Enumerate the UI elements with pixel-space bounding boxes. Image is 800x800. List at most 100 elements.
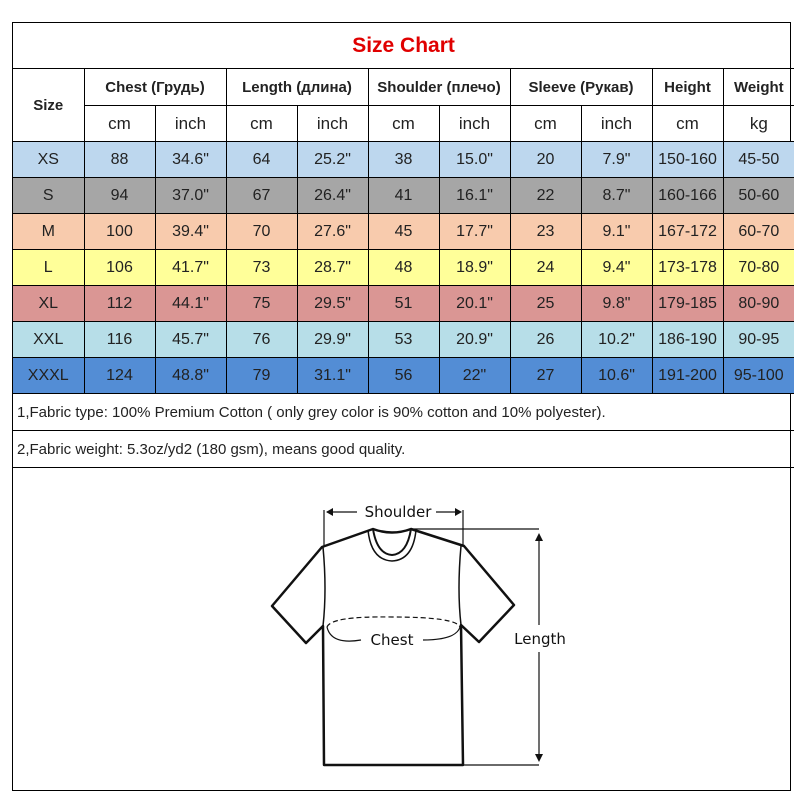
value-cell: 9.1" (580, 213, 653, 250)
size-row-xl: XL 112 44.1" 75 29.5" 51 20.1" 25 9.8" 179-185 80-… (13, 285, 795, 322)
value-cell: 45 (367, 213, 440, 250)
value-cell: 8.7" (580, 177, 653, 214)
value-cell: 22 (509, 177, 582, 214)
value-cell: 167-172 (651, 213, 724, 250)
unit-header: cm (84, 105, 156, 142)
value-cell: 75 (225, 285, 298, 322)
value-cell: 106 (83, 249, 156, 286)
value-cell: 64 (225, 141, 298, 178)
value-cell: 17.7" (438, 213, 511, 250)
size-header: Size (13, 68, 85, 142)
value-cell: 37.0" (154, 177, 227, 214)
value-cell: 173-178 (651, 249, 724, 286)
value-cell: 100 (83, 213, 156, 250)
value-cell: 23 (509, 213, 582, 250)
value-cell: 9.8" (580, 285, 653, 322)
value-cell: 76 (225, 321, 298, 358)
value-cell: 7.9" (580, 141, 653, 178)
value-cell: 28.7" (296, 249, 369, 286)
size-row-xxl: XXL 116 45.7" 76 29.9" 53 20.9" 26 10.2" 186-190 9… (13, 321, 795, 358)
value-cell: 39.4" (154, 213, 227, 250)
chest-label: Chest (371, 631, 414, 649)
tshirt-outline (270, 527, 516, 767)
value-cell: 179-185 (651, 285, 724, 322)
weight-header: Weight (722, 68, 795, 106)
size-cell: M (13, 213, 85, 250)
value-cell: 27.6" (296, 213, 369, 250)
value-cell: 67 (225, 177, 298, 214)
value-cell: 15.0" (438, 141, 511, 178)
tshirt-diagram: Shoulder Chest Length (270, 503, 566, 767)
chart-title: Size Chart (13, 23, 795, 69)
value-cell: 73 (225, 249, 298, 286)
shoulder-label: Shoulder (365, 503, 433, 521)
note-fabric-type: 1,Fabric type: 100% Premium Cotton ( onl… (13, 393, 795, 431)
size-cell: S (13, 177, 85, 214)
size-row-s: S 94 37.0" 67 26.4" 41 16.1" 22 8.7" 160-166 50-60 (13, 177, 795, 214)
value-cell: 26.4" (296, 177, 369, 214)
unit-header: inch (154, 105, 227, 142)
size-cell: XL (13, 285, 85, 322)
sleeve-header: Sleeve (Рукав) (509, 68, 653, 106)
note-fabric-weight: 2,Fabric weight: 5.3oz/yd2 (180 gsm), me… (13, 430, 795, 468)
length-header: Length (длина) (225, 68, 369, 106)
size-row-l: L 106 41.7" 73 28.7" 48 18.9" 24 9.4" 173-178 70-8… (13, 249, 795, 286)
value-cell: 191-200 (651, 357, 724, 394)
unit-header: inch (296, 105, 369, 142)
value-cell: 160-166 (651, 177, 724, 214)
unit-header: inch (580, 105, 653, 142)
length-label: Length (514, 630, 566, 648)
value-cell: 53 (367, 321, 440, 358)
value-cell: 79 (225, 357, 298, 394)
size-cell: L (13, 249, 85, 286)
value-cell: 10.6" (580, 357, 653, 394)
value-cell: 25 (509, 285, 582, 322)
value-cell: 45.7" (154, 321, 227, 358)
size-table: Size Chart Size Chest (Грудь) Length (дл… (13, 23, 795, 468)
size-row-xxxl: XXXL 124 48.8" 79 31.1" 56 22" 27 10.6" 191-200 95… (13, 357, 795, 394)
value-cell: 31.1" (296, 357, 369, 394)
value-cell: 56 (367, 357, 440, 394)
value-cell: 22" (438, 357, 511, 394)
value-cell: 60-70 (722, 213, 795, 250)
value-cell: 25.2" (296, 141, 369, 178)
value-cell: 45-50 (722, 141, 795, 178)
unit-header: inch (438, 105, 511, 142)
value-cell: 186-190 (651, 321, 724, 358)
chest-header: Chest (Грудь) (83, 68, 227, 106)
value-cell: 38 (367, 141, 440, 178)
value-cell: 10.2" (580, 321, 653, 358)
value-cell: 150-160 (651, 141, 724, 178)
value-cell: 51 (367, 285, 440, 322)
height-header: Height (651, 68, 724, 106)
value-cell: 94 (83, 177, 156, 214)
shoulder-header: Shoulder (плечо) (367, 68, 511, 106)
size-chart: Size Chart Size Chest (Грудь) Length (дл… (12, 22, 795, 791)
value-cell: 80-90 (722, 285, 795, 322)
value-cell: 88 (83, 141, 156, 178)
value-cell: 20.1" (438, 285, 511, 322)
value-cell: 41.7" (154, 249, 227, 286)
size-cell: XXL (13, 321, 85, 358)
unit-header: cm (225, 105, 298, 142)
value-cell: 18.9" (438, 249, 511, 286)
value-cell: 48.8" (154, 357, 227, 394)
value-cell: 112 (83, 285, 156, 322)
unit-header: cm (509, 105, 582, 142)
value-cell: 70 (225, 213, 298, 250)
value-cell: 24 (509, 249, 582, 286)
unit-header: cm (651, 105, 724, 142)
value-cell: 29.5" (296, 285, 369, 322)
value-cell: 116 (83, 321, 156, 358)
size-cell: XS (13, 141, 85, 178)
value-cell: 20 (509, 141, 582, 178)
value-cell: 44.1" (154, 285, 227, 322)
value-cell: 9.4" (580, 249, 653, 286)
value-cell: 124 (83, 357, 156, 394)
value-cell: 41 (367, 177, 440, 214)
value-cell: 50-60 (722, 177, 795, 214)
size-row-xs: XS 88 34.6" 64 25.2" 38 15.0" 20 7.9" 150-160 45-5… (13, 141, 795, 178)
value-cell: 95-100 (722, 357, 795, 394)
unit-header: kg (722, 105, 795, 142)
size-cell: XXXL (13, 357, 85, 394)
